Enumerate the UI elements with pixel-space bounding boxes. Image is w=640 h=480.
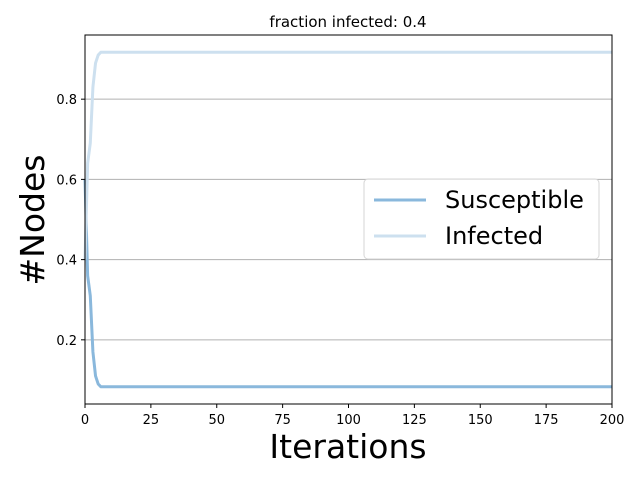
x-tick-label: 25 xyxy=(143,413,160,428)
x-tick-label: 125 xyxy=(402,413,427,428)
x-tick-label: 75 xyxy=(274,413,291,428)
x-tick-label: 50 xyxy=(208,413,225,428)
legend-label-infected: Infected xyxy=(445,222,543,250)
series-line-susceptible xyxy=(83,179,612,389)
series-line-infected xyxy=(83,50,612,260)
y-tick-label: 0.8 xyxy=(56,93,77,108)
x-axis-ticks: 0 25 50 75 100 125 150 175 200 xyxy=(81,404,625,428)
x-axis-label: Iterations xyxy=(269,427,426,466)
y-tick-label: 0.4 xyxy=(56,254,77,269)
chart-title: fraction infected: 0.4 xyxy=(269,13,426,31)
legend-label-susceptible: Susceptible xyxy=(445,186,584,214)
x-tick-label: 100 xyxy=(336,413,361,428)
y-tick-label: 0.6 xyxy=(56,173,77,188)
y-tick-label: 0.2 xyxy=(56,334,77,349)
legend: Susceptible Infected xyxy=(363,178,600,260)
y-axis-ticks: 0.2 0.4 0.6 0.8 xyxy=(56,93,85,349)
x-tick-label: 0 xyxy=(81,413,89,428)
series-lines xyxy=(83,50,612,389)
x-tick-label: 175 xyxy=(534,413,559,428)
x-tick-label: 150 xyxy=(468,413,493,428)
x-tick-label: 200 xyxy=(600,413,625,428)
y-axis-label: #Nodes xyxy=(13,155,52,286)
